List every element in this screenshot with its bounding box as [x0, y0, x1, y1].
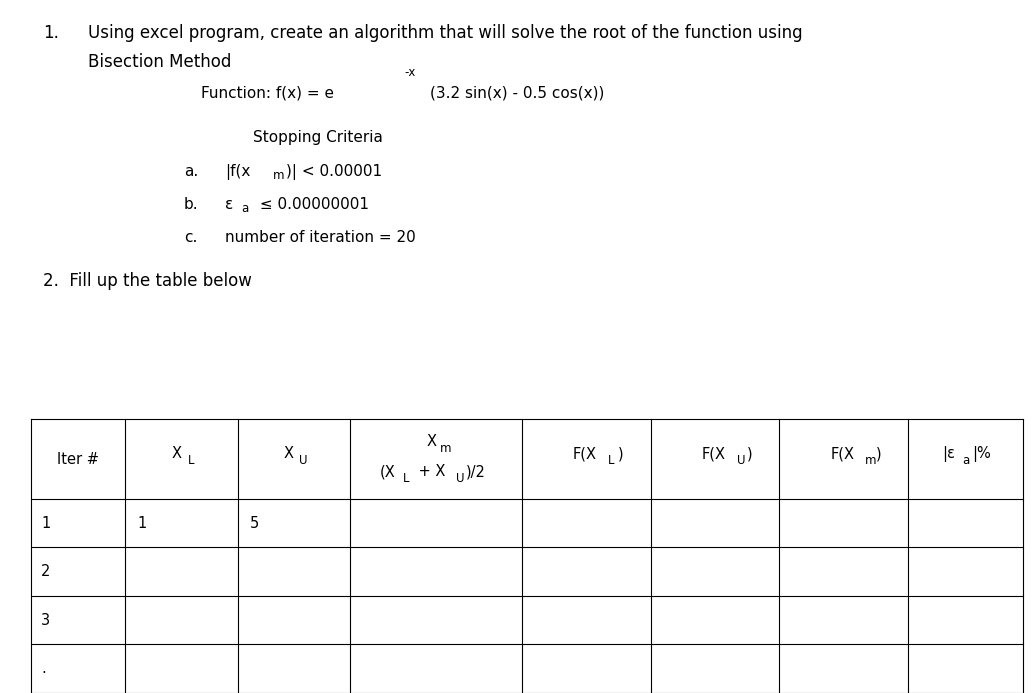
Text: L: L — [403, 472, 410, 485]
Text: |ε: |ε — [942, 446, 956, 462]
Text: ): ) — [619, 446, 624, 461]
Text: Function: f(x) = e: Function: f(x) = e — [201, 85, 335, 100]
Text: .: . — [41, 661, 46, 676]
Text: L: L — [608, 454, 615, 467]
Text: Stopping Criteria: Stopping Criteria — [253, 130, 383, 146]
Text: m: m — [440, 442, 451, 455]
Text: ε: ε — [225, 197, 233, 212]
Text: ): ) — [876, 446, 881, 461]
Text: 3: 3 — [41, 613, 51, 628]
Text: a.: a. — [184, 164, 198, 179]
Text: )| < 0.00001: )| < 0.00001 — [286, 164, 382, 179]
Text: Iter #: Iter # — [57, 452, 99, 466]
Text: number of iteration = 20: number of iteration = 20 — [225, 230, 416, 245]
Text: F(X: F(X — [573, 446, 597, 461]
Text: 1.: 1. — [43, 24, 59, 42]
Text: 5: 5 — [250, 516, 259, 531]
Text: U: U — [737, 454, 745, 467]
Text: Bisection Method: Bisection Method — [88, 53, 231, 71]
Text: Using excel program, create an algorithm that will solve the root of the functio: Using excel program, create an algorithm… — [88, 24, 803, 42]
Text: 2.  Fill up the table below: 2. Fill up the table below — [43, 272, 252, 290]
Text: 2: 2 — [41, 564, 51, 579]
Text: 1: 1 — [137, 516, 147, 531]
Text: ≤ 0.00000001: ≤ 0.00000001 — [255, 197, 369, 212]
Text: F(X: F(X — [701, 446, 725, 461]
Text: b.: b. — [184, 197, 198, 212]
Text: a: a — [242, 202, 249, 216]
Text: |f(x: |f(x — [225, 164, 251, 179]
Text: U: U — [456, 472, 465, 485]
Text: 1: 1 — [41, 516, 51, 531]
Text: (3.2 sin(x) - 0.5 cos(x)): (3.2 sin(x) - 0.5 cos(x)) — [430, 85, 604, 100]
Text: -x: -x — [404, 67, 415, 79]
Text: m: m — [866, 454, 877, 467]
Text: X: X — [171, 446, 182, 461]
Text: L: L — [188, 454, 194, 467]
Text: U: U — [300, 454, 308, 467]
Text: F(X: F(X — [831, 446, 854, 461]
Text: m: m — [273, 169, 284, 182]
Text: (X: (X — [379, 464, 396, 479]
Text: + X: + X — [413, 464, 445, 479]
Text: a: a — [962, 454, 969, 467]
Text: )/2: )/2 — [466, 464, 487, 479]
Text: ): ) — [747, 446, 753, 461]
Text: X: X — [284, 446, 294, 461]
Text: |%: |% — [972, 446, 992, 462]
Text: c.: c. — [184, 230, 197, 245]
Text: X: X — [426, 435, 436, 449]
